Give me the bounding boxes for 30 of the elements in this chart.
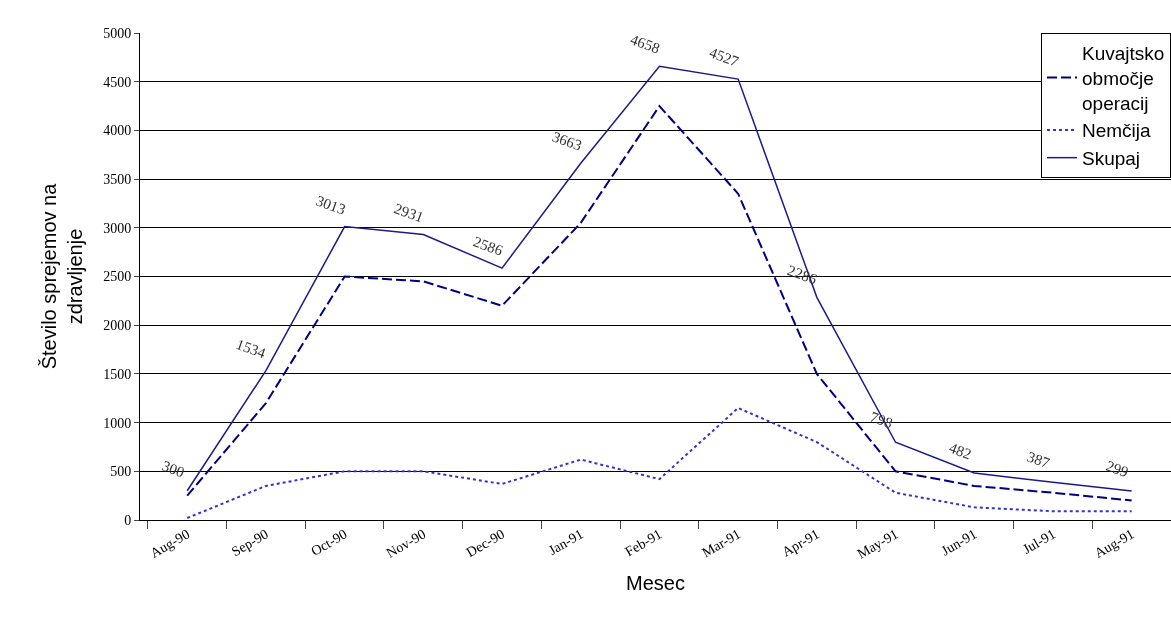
y-tick-label: 3000 — [103, 220, 132, 236]
y-tick-label: 4000 — [103, 123, 132, 139]
data-label: 798 — [868, 408, 895, 432]
data-label: 4658 — [628, 31, 662, 57]
data-label: 2931 — [392, 200, 426, 226]
legend-label: Skupaj — [1082, 148, 1141, 170]
y-tick-label: 4500 — [103, 74, 132, 90]
line-series — [186, 406, 1133, 520]
data-label: 299 — [1103, 457, 1131, 481]
y-tick-label: 500 — [110, 464, 132, 480]
data-label: 387 — [1025, 448, 1053, 472]
y-axis-title: Število sprejemov na zdravljenje — [37, 182, 86, 370]
y-tick-label: 2500 — [103, 269, 132, 285]
data-label: 3663 — [550, 128, 584, 154]
data-label: 1534 — [234, 336, 269, 362]
legend-label: Nemčija — [1082, 120, 1152, 142]
data-label: 2286 — [785, 262, 820, 288]
data-label: 4527 — [707, 44, 742, 70]
data-label: 482 — [946, 439, 974, 463]
data-label: 3013 — [313, 192, 348, 218]
y-tick-label: 0 — [124, 512, 132, 528]
legend-label: Kuvajtsko območje operacij — [1082, 43, 1165, 114]
y-tick-label: 1000 — [103, 415, 132, 431]
y-tick-label: 3500 — [103, 172, 132, 187]
y-tick-label: 1500 — [103, 366, 132, 382]
data-label: 2586 — [471, 233, 506, 259]
data-label: 300 — [159, 457, 187, 481]
y-tick-label: 2000 — [103, 318, 132, 334]
y-tick-label: 5000 — [103, 25, 132, 41]
x-axis-title: Mesec — [626, 572, 685, 595]
